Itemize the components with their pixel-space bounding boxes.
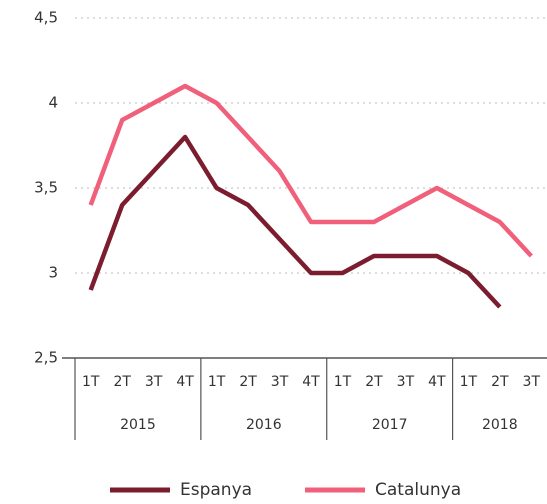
x-tick-label: 3T: [271, 374, 289, 390]
y-tick-label: 4: [48, 94, 58, 112]
legend-label: Catalunya: [375, 480, 461, 500]
x-group-label: 2015: [120, 417, 156, 433]
series-line: [88, 134, 502, 309]
y-tick-label: 3,5: [34, 179, 58, 197]
x-group-label: 2018: [482, 417, 518, 433]
x-tick-label: 4T: [302, 374, 320, 390]
x-tick-label: 3T: [397, 374, 415, 390]
x-tick-label: 1T: [460, 374, 478, 390]
x-tick-label: 4T: [176, 374, 194, 390]
x-group-label: 2017: [372, 417, 408, 433]
x-tick-label: 2T: [239, 374, 257, 390]
x-tick-label: 1T: [208, 374, 226, 390]
x-tick-label: 1T: [82, 374, 100, 390]
x-tick-label: 3T: [523, 374, 541, 390]
x-tick-label: 2T: [113, 374, 131, 390]
x-tick-label: 3T: [145, 374, 163, 390]
x-tick-label: 1T: [334, 374, 352, 390]
series-line: [88, 83, 533, 258]
y-tick-label: 2,5: [34, 349, 58, 367]
x-tick-label: 2T: [365, 374, 383, 390]
x-tick-label: 4T: [428, 374, 446, 390]
x-tick-label: 2T: [491, 374, 509, 390]
legend-label: Espanya: [180, 480, 252, 500]
x-group-label: 2016: [246, 417, 282, 433]
y-tick-label: 3: [48, 264, 58, 282]
y-tick-label: 4,5: [34, 9, 58, 27]
